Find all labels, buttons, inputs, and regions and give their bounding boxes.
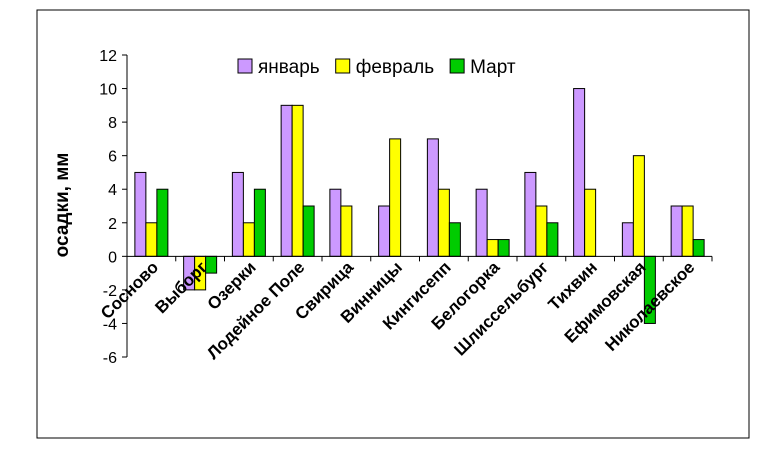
y-tick-label: 8	[108, 115, 117, 132]
y-tick-label: 4	[108, 182, 117, 199]
bar-февраль-Лодейное Поле	[291, 104, 304, 257]
bar-январь-Белогорка	[475, 188, 488, 257]
y-axis-title: осадки, мм	[52, 153, 73, 258]
bar-январь-Лодейное Поле	[280, 104, 293, 257]
y-tick-label: 2	[108, 216, 117, 233]
y-tick-label: -6	[103, 350, 117, 367]
y-tick-label: 6	[108, 149, 117, 166]
bar-январь-Свирица	[329, 188, 342, 257]
bar-Март-Шлиссельбург	[546, 222, 559, 257]
bar-январь-Озерки	[231, 171, 244, 257]
bar-февраль-Тихвин	[584, 188, 597, 257]
bar-январь-Шлиссельбург	[524, 171, 537, 257]
bar-Март-Лодейное Поле	[302, 205, 315, 257]
bar-февраль-Ефимовская	[632, 155, 645, 257]
bar-январь-Винницы	[378, 205, 391, 257]
bar-февраль-Озерки	[242, 222, 255, 257]
bar-февраль-Сосново	[145, 222, 158, 257]
bar-февраль-Шлиссельбург	[535, 205, 548, 257]
legend-swatch	[449, 58, 465, 74]
bar-Март-Белогорка	[497, 239, 510, 257]
legend-entry: январь	[258, 57, 320, 78]
bar-январь-Сосново	[134, 171, 147, 257]
bar-февраль-Свирица	[340, 205, 353, 257]
bar-февраль-Кингисепп	[437, 188, 450, 257]
bar-февраль-Белогорка	[486, 239, 499, 257]
bar-январь-Кингисепп	[426, 138, 439, 257]
bar-январь-Николаевское	[670, 205, 683, 257]
legend-entry: Март	[470, 57, 516, 78]
y-tick-label: -4	[103, 316, 117, 333]
legend-swatch	[335, 58, 351, 74]
bar-январь-Тихвин	[573, 88, 586, 257]
y-tick-label: 12	[99, 48, 117, 65]
bar-февраль-Николаевское	[681, 205, 694, 257]
y-tick-label: 0	[108, 249, 117, 266]
y-tick-label: -2	[103, 283, 117, 300]
y-tick-label: 10	[99, 82, 117, 99]
legend-swatch	[237, 58, 253, 74]
bar-февраль-Винницы	[389, 138, 402, 257]
bar-январь-Ефимовская	[621, 222, 634, 257]
bar-Март-Сосново	[156, 188, 169, 257]
legend: январь февраль Март	[237, 57, 516, 78]
bar-Март-Кингисепп	[448, 222, 461, 257]
legend-entry: февраль	[356, 57, 435, 78]
bar-Март-Николаевское	[692, 239, 705, 257]
bar-Март-Озерки	[253, 188, 266, 257]
